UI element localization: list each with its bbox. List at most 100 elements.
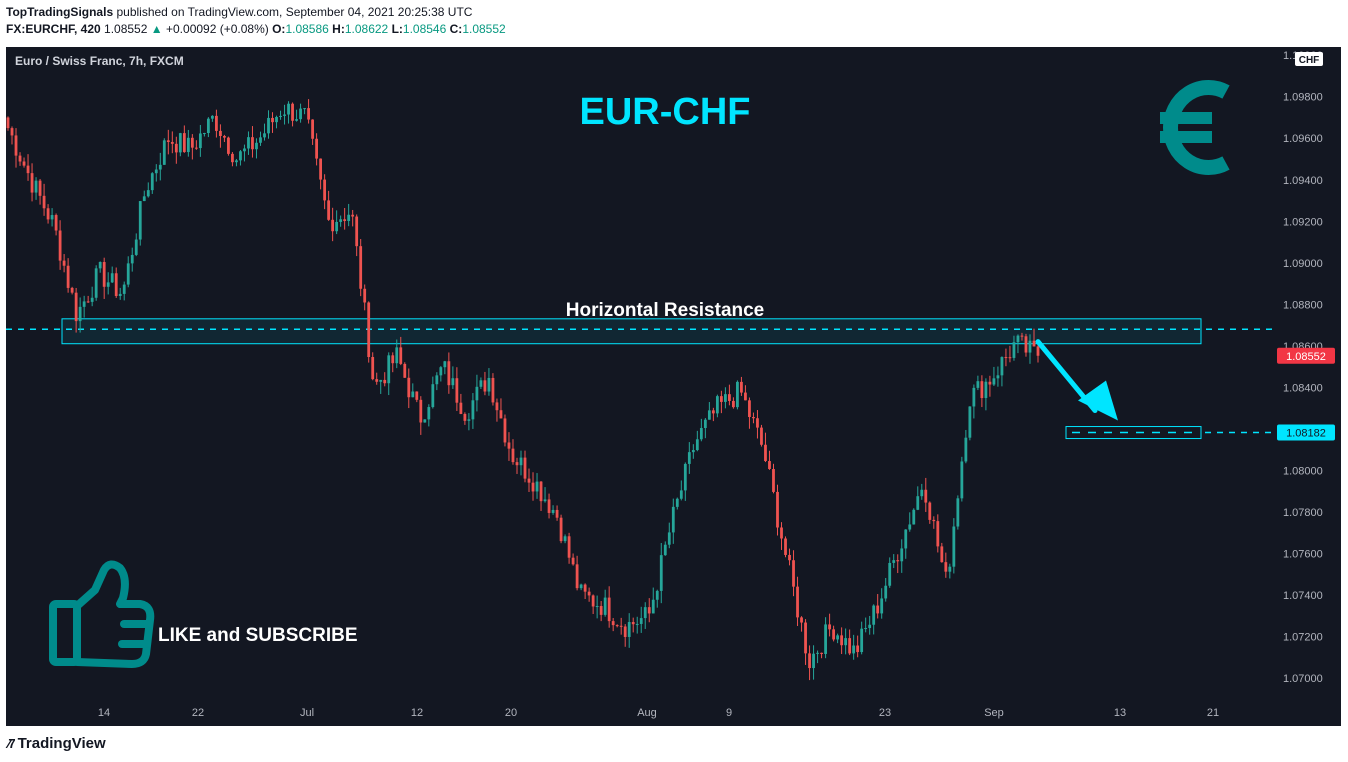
x-tick-label: 13 [1114,707,1126,719]
candle-body [339,219,343,222]
candle-body [174,143,178,153]
candle-body [375,379,379,382]
candle-body [980,381,984,399]
candle-body [936,521,940,547]
time-axis[interactable]: 14 22 Jul 12 20 Aug 9 23 Sep 13 21 [98,707,1219,719]
y-tick-label: 1.09000 [1283,258,1323,270]
candle-body [491,377,495,403]
candle-body [571,557,575,565]
candle-body [719,396,723,402]
candle-body [94,268,98,298]
candle-body [162,140,166,165]
candle-body [920,489,924,497]
candle-body [367,302,371,358]
candle-body [90,297,94,302]
candle-body [539,481,543,502]
candle-body [575,564,579,589]
candle-body [391,355,395,364]
candle-body [10,128,14,136]
candle-body [419,399,423,423]
candle-body [443,361,447,368]
candle-body [343,219,347,222]
candle-body [202,133,206,135]
candle-body [607,597,611,622]
y-tick-label: 1.07200 [1283,631,1323,643]
candle-body [363,288,367,303]
candle-body [295,119,298,121]
candle-body [972,387,976,407]
y-tick-label: 1.09200 [1283,216,1323,228]
candle-body [1020,335,1024,337]
candle-body [924,489,928,503]
candle-body [764,444,767,462]
candle-body [114,273,118,296]
candle-body [18,155,22,162]
chart-title: EUR-CHF [580,91,751,133]
candle-body [271,117,274,123]
x-tick-label: 12 [411,707,423,719]
candle-body [996,375,1000,379]
candle-body [892,560,896,563]
candle-body [671,506,675,533]
candle-body [206,118,210,134]
candle-body [170,141,174,144]
publisher-name[interactable]: TopTradingSignals [6,5,114,19]
x-tick-label: Sep [984,707,1004,719]
candle-body [1036,346,1040,356]
candle-body [239,151,242,161]
candle-body [744,392,747,401]
candle-body [335,221,339,232]
candle-body [423,419,427,423]
candle-body [58,230,62,261]
candle-body [210,115,214,119]
chart-frame[interactable] [6,47,1341,726]
candle-body [840,635,844,646]
candle-body [679,490,683,499]
candle-body [619,625,623,627]
candle-body [387,355,391,384]
candle-body [26,165,30,174]
footer-brand[interactable]: ⁄⁄7 TradingView [8,735,106,752]
candle-body [507,442,511,449]
footer-brand-text: TradingView [17,735,106,752]
candle-body [904,529,908,549]
low-label: L: [391,22,403,36]
x-tick-label: 9 [726,707,732,719]
candle-body [796,586,799,618]
last-price-badge: 1.08552 [1277,347,1335,364]
candle-body [178,133,182,153]
x-tick-label: 22 [192,707,204,719]
candle-body [106,282,110,287]
candle-body [900,548,904,562]
candle-body [952,526,956,567]
candle-body [150,173,154,191]
candle-body [519,457,523,466]
candle-body [984,381,988,399]
candle-body [503,418,507,443]
candle-body [703,419,707,428]
price-axis[interactable]: 1.100001.098001.096001.094001.092001.090… [1283,50,1323,685]
candle-body [98,262,102,269]
candle-body [247,137,250,149]
high-value: 1.08622 [344,22,389,36]
candle-body [836,635,840,640]
candle-body [303,108,306,110]
candle-body [138,201,142,240]
resistance-zone-box[interactable] [61,318,1202,345]
candle-body [667,532,671,545]
candle-body [42,195,46,209]
candle-body [828,624,831,630]
candle-body [728,394,731,401]
target-zone-box[interactable] [1065,426,1202,440]
candle-body [447,361,451,386]
candle-body [1000,357,1004,376]
candle-body [251,137,254,150]
candle-body [435,375,439,385]
candle-body [279,115,282,117]
candle-body [70,287,74,293]
candle-body [371,357,375,380]
candle-body [134,239,138,255]
candle-body [808,653,811,669]
candle-body [555,509,559,518]
